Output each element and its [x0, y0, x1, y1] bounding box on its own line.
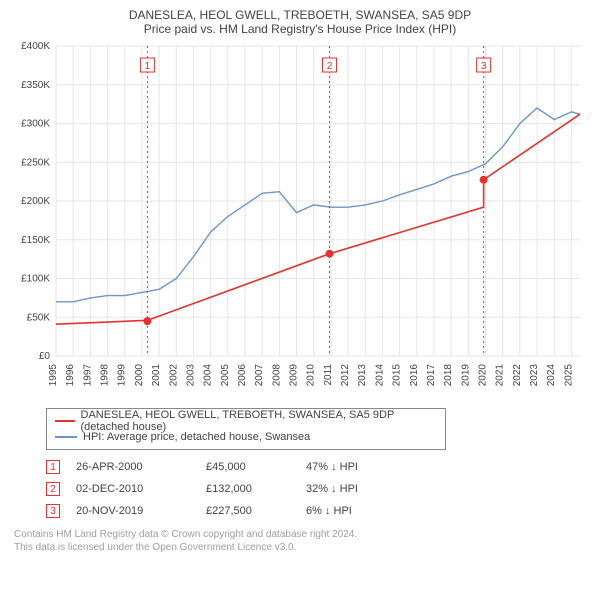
footer: Contains HM Land Registry data © Crown c… — [14, 528, 590, 554]
svg-text:2004: 2004 — [203, 364, 214, 387]
event-row: 1 26-APR-2000 £45,000 47% ↓ HPI — [46, 456, 590, 478]
event-price: £132,000 — [206, 483, 306, 495]
svg-text:2014: 2014 — [374, 364, 385, 387]
chart-svg: £0 £50K £100K £150K £200K £250K £300K £350K £400… — [10, 40, 590, 400]
footer-line-2: This data is licensed under the Open Gov… — [14, 541, 590, 554]
event-price: £227,500 — [206, 505, 306, 517]
svg-text:£100K: £100K — [21, 274, 50, 285]
svg-text:1998: 1998 — [100, 364, 111, 387]
svg-text:£200K: £200K — [21, 196, 50, 207]
svg-text:2019: 2019 — [460, 364, 471, 387]
event-price: £45,000 — [206, 461, 306, 473]
svg-text:2012: 2012 — [340, 364, 351, 387]
events-table: 1 26-APR-2000 £45,000 47% ↓ HPI 2 02-DEC… — [46, 456, 590, 522]
title-line-1: DANESLEA, HEOL GWELL, TREBOETH, SWANSEA,… — [10, 8, 590, 22]
svg-text:2015: 2015 — [392, 364, 403, 387]
svg-text:2009: 2009 — [289, 364, 300, 387]
chart-container: DANESLEA, HEOL GWELL, TREBOETH, SWANSEA,… — [0, 0, 600, 590]
svg-text:2010: 2010 — [306, 364, 317, 387]
svg-text:2013: 2013 — [357, 364, 368, 387]
svg-text:£50K: £50K — [27, 312, 51, 323]
svg-text:2007: 2007 — [254, 364, 265, 387]
svg-text:2024: 2024 — [546, 364, 557, 387]
footer-line-1: Contains HM Land Registry data © Crown c… — [14, 528, 590, 541]
legend-swatch — [55, 420, 75, 422]
svg-text:£300K: £300K — [21, 119, 50, 130]
event-row: 2 02-DEC-2010 £132,000 32% ↓ HPI — [46, 478, 590, 500]
event-row: 3 20-NOV-2019 £227,500 6% ↓ HPI — [46, 500, 590, 522]
svg-text:2017: 2017 — [426, 364, 437, 387]
event-marker: 1 — [46, 460, 60, 474]
svg-text:2016: 2016 — [409, 364, 420, 387]
event-date: 02-DEC-2010 — [76, 483, 206, 495]
svg-text:2018: 2018 — [443, 364, 454, 387]
legend-label: HPI: Average price, detached house, Swan… — [83, 431, 310, 443]
svg-text:2020: 2020 — [478, 364, 489, 387]
event-diff: 6% ↓ HPI — [306, 505, 406, 517]
svg-text:1: 1 — [145, 61, 151, 72]
event-date: 26-APR-2000 — [76, 461, 206, 473]
legend: DANESLEA, HEOL GWELL, TREBOETH, SWANSEA,… — [46, 408, 446, 450]
svg-text:£150K: £150K — [21, 235, 50, 246]
svg-text:£0: £0 — [39, 351, 51, 362]
legend-row: DANESLEA, HEOL GWELL, TREBOETH, SWANSEA,… — [55, 413, 437, 429]
event-diff: 47% ↓ HPI — [306, 461, 406, 473]
event-date: 20-NOV-2019 — [76, 505, 206, 517]
event-marker: 3 — [46, 504, 60, 518]
svg-text:2000: 2000 — [134, 364, 145, 387]
svg-text:1995: 1995 — [48, 364, 59, 387]
svg-text:2025: 2025 — [563, 364, 574, 387]
svg-text:2003: 2003 — [185, 364, 196, 387]
legend-swatch — [55, 436, 77, 438]
svg-text:2005: 2005 — [220, 364, 231, 387]
svg-text:2002: 2002 — [168, 364, 179, 387]
svg-text:1997: 1997 — [82, 364, 93, 387]
svg-text:2011: 2011 — [323, 364, 334, 386]
title-area: DANESLEA, HEOL GWELL, TREBOETH, SWANSEA,… — [10, 8, 590, 36]
svg-text:2008: 2008 — [271, 364, 282, 387]
svg-text:2006: 2006 — [237, 364, 248, 387]
event-diff: 32% ↓ HPI — [306, 483, 406, 495]
svg-text:1996: 1996 — [65, 364, 76, 387]
svg-text:2: 2 — [327, 61, 333, 72]
event-marker: 2 — [46, 482, 60, 496]
svg-text:2023: 2023 — [529, 364, 540, 387]
svg-text:1999: 1999 — [117, 364, 128, 387]
svg-text:£250K: £250K — [21, 157, 50, 168]
svg-text:£350K: £350K — [21, 80, 50, 91]
svg-text:2022: 2022 — [512, 364, 523, 387]
svg-text:£400K: £400K — [21, 41, 50, 52]
title-line-2: Price paid vs. HM Land Registry's House … — [10, 22, 590, 36]
svg-text:2021: 2021 — [495, 364, 506, 387]
legend-label: DANESLEA, HEOL GWELL, TREBOETH, SWANSEA,… — [81, 409, 438, 433]
svg-text:2001: 2001 — [151, 364, 162, 387]
chart: £0 £50K £100K £150K £200K £250K £300K £350K £400… — [10, 40, 590, 400]
svg-text:3: 3 — [481, 61, 487, 72]
